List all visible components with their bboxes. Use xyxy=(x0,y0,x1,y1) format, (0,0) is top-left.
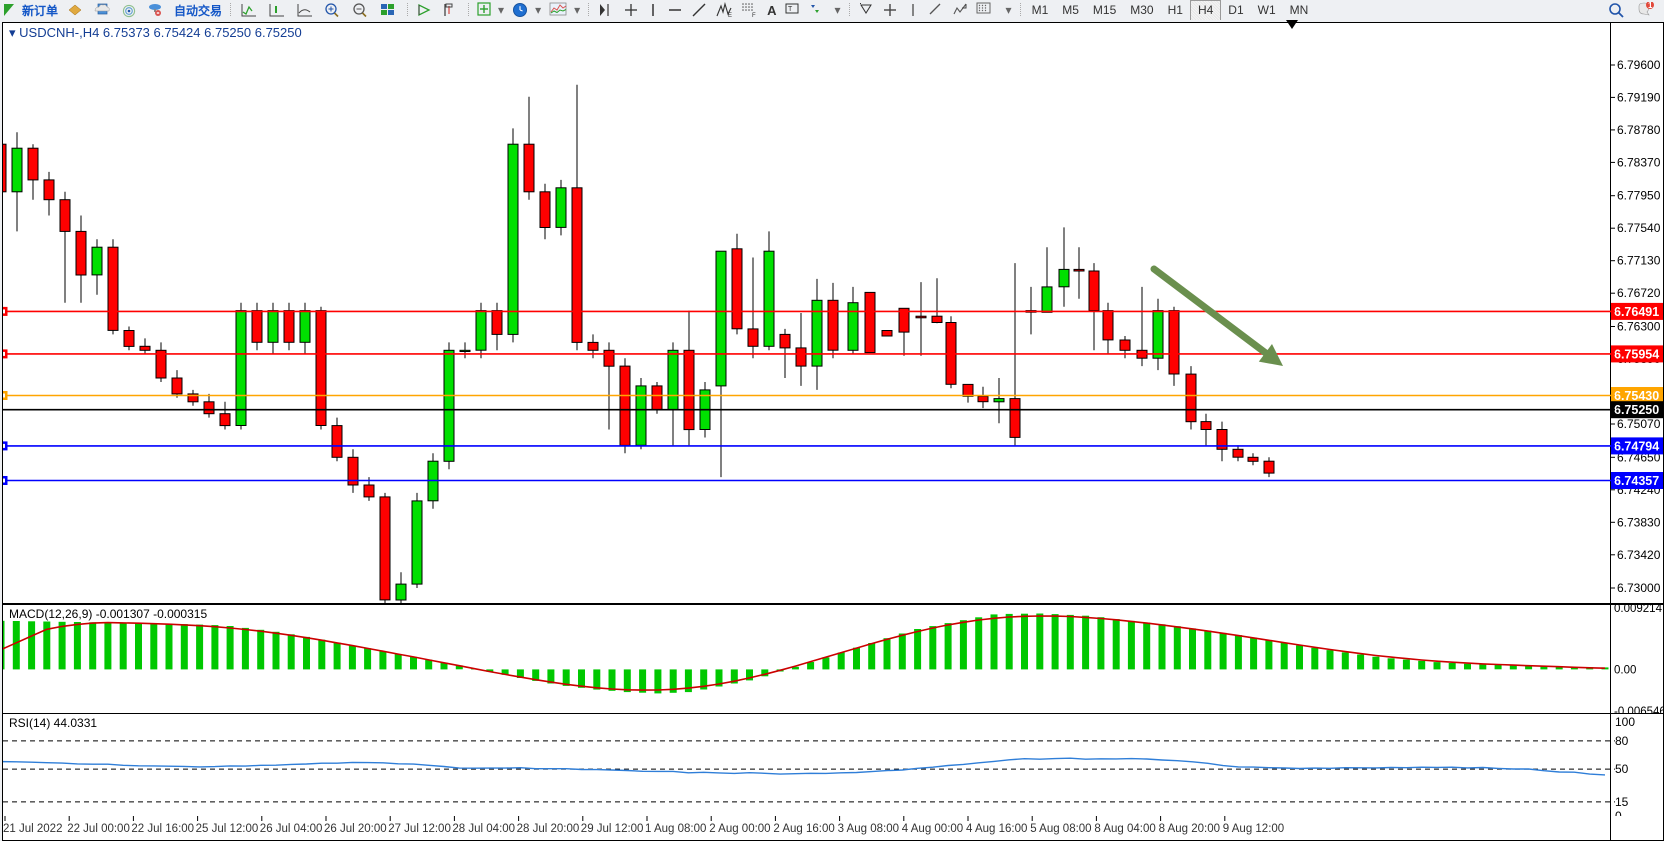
svg-text:2 Aug 16:00: 2 Aug 16:00 xyxy=(773,823,834,835)
svg-text:6.76491: 6.76491 xyxy=(1614,305,1659,319)
svg-text:0.00: 0.00 xyxy=(1614,664,1636,676)
svg-text:8 Aug 04:00: 8 Aug 04:00 xyxy=(1094,823,1155,835)
svg-text:6.75250: 6.75250 xyxy=(1614,403,1659,417)
svg-text:6.74794: 6.74794 xyxy=(1614,439,1659,453)
svg-text:6.75430: 6.75430 xyxy=(1614,389,1659,403)
svg-text:28 Jul 04:00: 28 Jul 04:00 xyxy=(452,823,515,835)
svg-text:6.76300: 6.76300 xyxy=(1617,320,1661,334)
svg-text:6.78370: 6.78370 xyxy=(1617,155,1661,169)
svg-text:6.77950: 6.77950 xyxy=(1617,189,1661,203)
svg-text:21 Jul 2022: 21 Jul 2022 xyxy=(3,823,62,835)
svg-text:6.79190: 6.79190 xyxy=(1617,90,1661,104)
svg-text:E: E xyxy=(728,13,732,18)
svg-text:28 Jul 20:00: 28 Jul 20:00 xyxy=(517,823,580,835)
svg-text:8 Aug 20:00: 8 Aug 20:00 xyxy=(1159,823,1220,835)
svg-text:6.78780: 6.78780 xyxy=(1617,123,1661,137)
svg-text:9 Aug 12:00: 9 Aug 12:00 xyxy=(1223,823,1284,835)
svg-text:6.75954: 6.75954 xyxy=(1614,347,1659,361)
svg-text:6.73830: 6.73830 xyxy=(1617,515,1661,529)
svg-text:25 Jul 12:00: 25 Jul 12:00 xyxy=(196,823,259,835)
svg-text:22 Jul 16:00: 22 Jul 16:00 xyxy=(131,823,194,835)
svg-text:6.74357: 6.74357 xyxy=(1614,474,1659,488)
svg-text:4 Aug 00:00: 4 Aug 00:00 xyxy=(902,823,963,835)
svg-text:3 Aug 08:00: 3 Aug 08:00 xyxy=(838,823,899,835)
svg-text:80: 80 xyxy=(1615,734,1629,748)
svg-text:6.75070: 6.75070 xyxy=(1617,417,1661,431)
svg-text:F: F xyxy=(752,13,756,18)
svg-text:0.009214: 0.009214 xyxy=(1614,603,1663,615)
svg-text:6.73420: 6.73420 xyxy=(1617,548,1661,562)
svg-text:6.73000: 6.73000 xyxy=(1617,581,1661,595)
svg-text:2 Aug 00:00: 2 Aug 00:00 xyxy=(709,823,770,835)
svg-text:1: 1 xyxy=(1648,2,1653,10)
svg-text:22 Jul 00:00: 22 Jul 00:00 xyxy=(67,823,130,835)
svg-text:100: 100 xyxy=(1615,715,1635,729)
svg-text:1 Aug 08:00: 1 Aug 08:00 xyxy=(645,823,706,835)
svg-text:6.77540: 6.77540 xyxy=(1617,221,1661,235)
svg-text:5 Aug 08:00: 5 Aug 08:00 xyxy=(1030,823,1091,835)
svg-text:6.79600: 6.79600 xyxy=(1617,58,1661,72)
svg-text:26 Jul 04:00: 26 Jul 04:00 xyxy=(260,823,323,835)
svg-text:29 Jul 12:00: 29 Jul 12:00 xyxy=(581,823,644,835)
svg-text:50: 50 xyxy=(1615,762,1629,776)
svg-text:6.77130: 6.77130 xyxy=(1617,254,1661,268)
svg-text:15: 15 xyxy=(1615,795,1629,809)
svg-text:27 Jul 12:00: 27 Jul 12:00 xyxy=(388,823,451,835)
svg-text:4 Aug 16:00: 4 Aug 16:00 xyxy=(966,823,1027,835)
svg-text:6.76720: 6.76720 xyxy=(1617,286,1661,300)
svg-text:26 Jul 20:00: 26 Jul 20:00 xyxy=(324,823,387,835)
svg-text:T: T xyxy=(788,6,793,13)
